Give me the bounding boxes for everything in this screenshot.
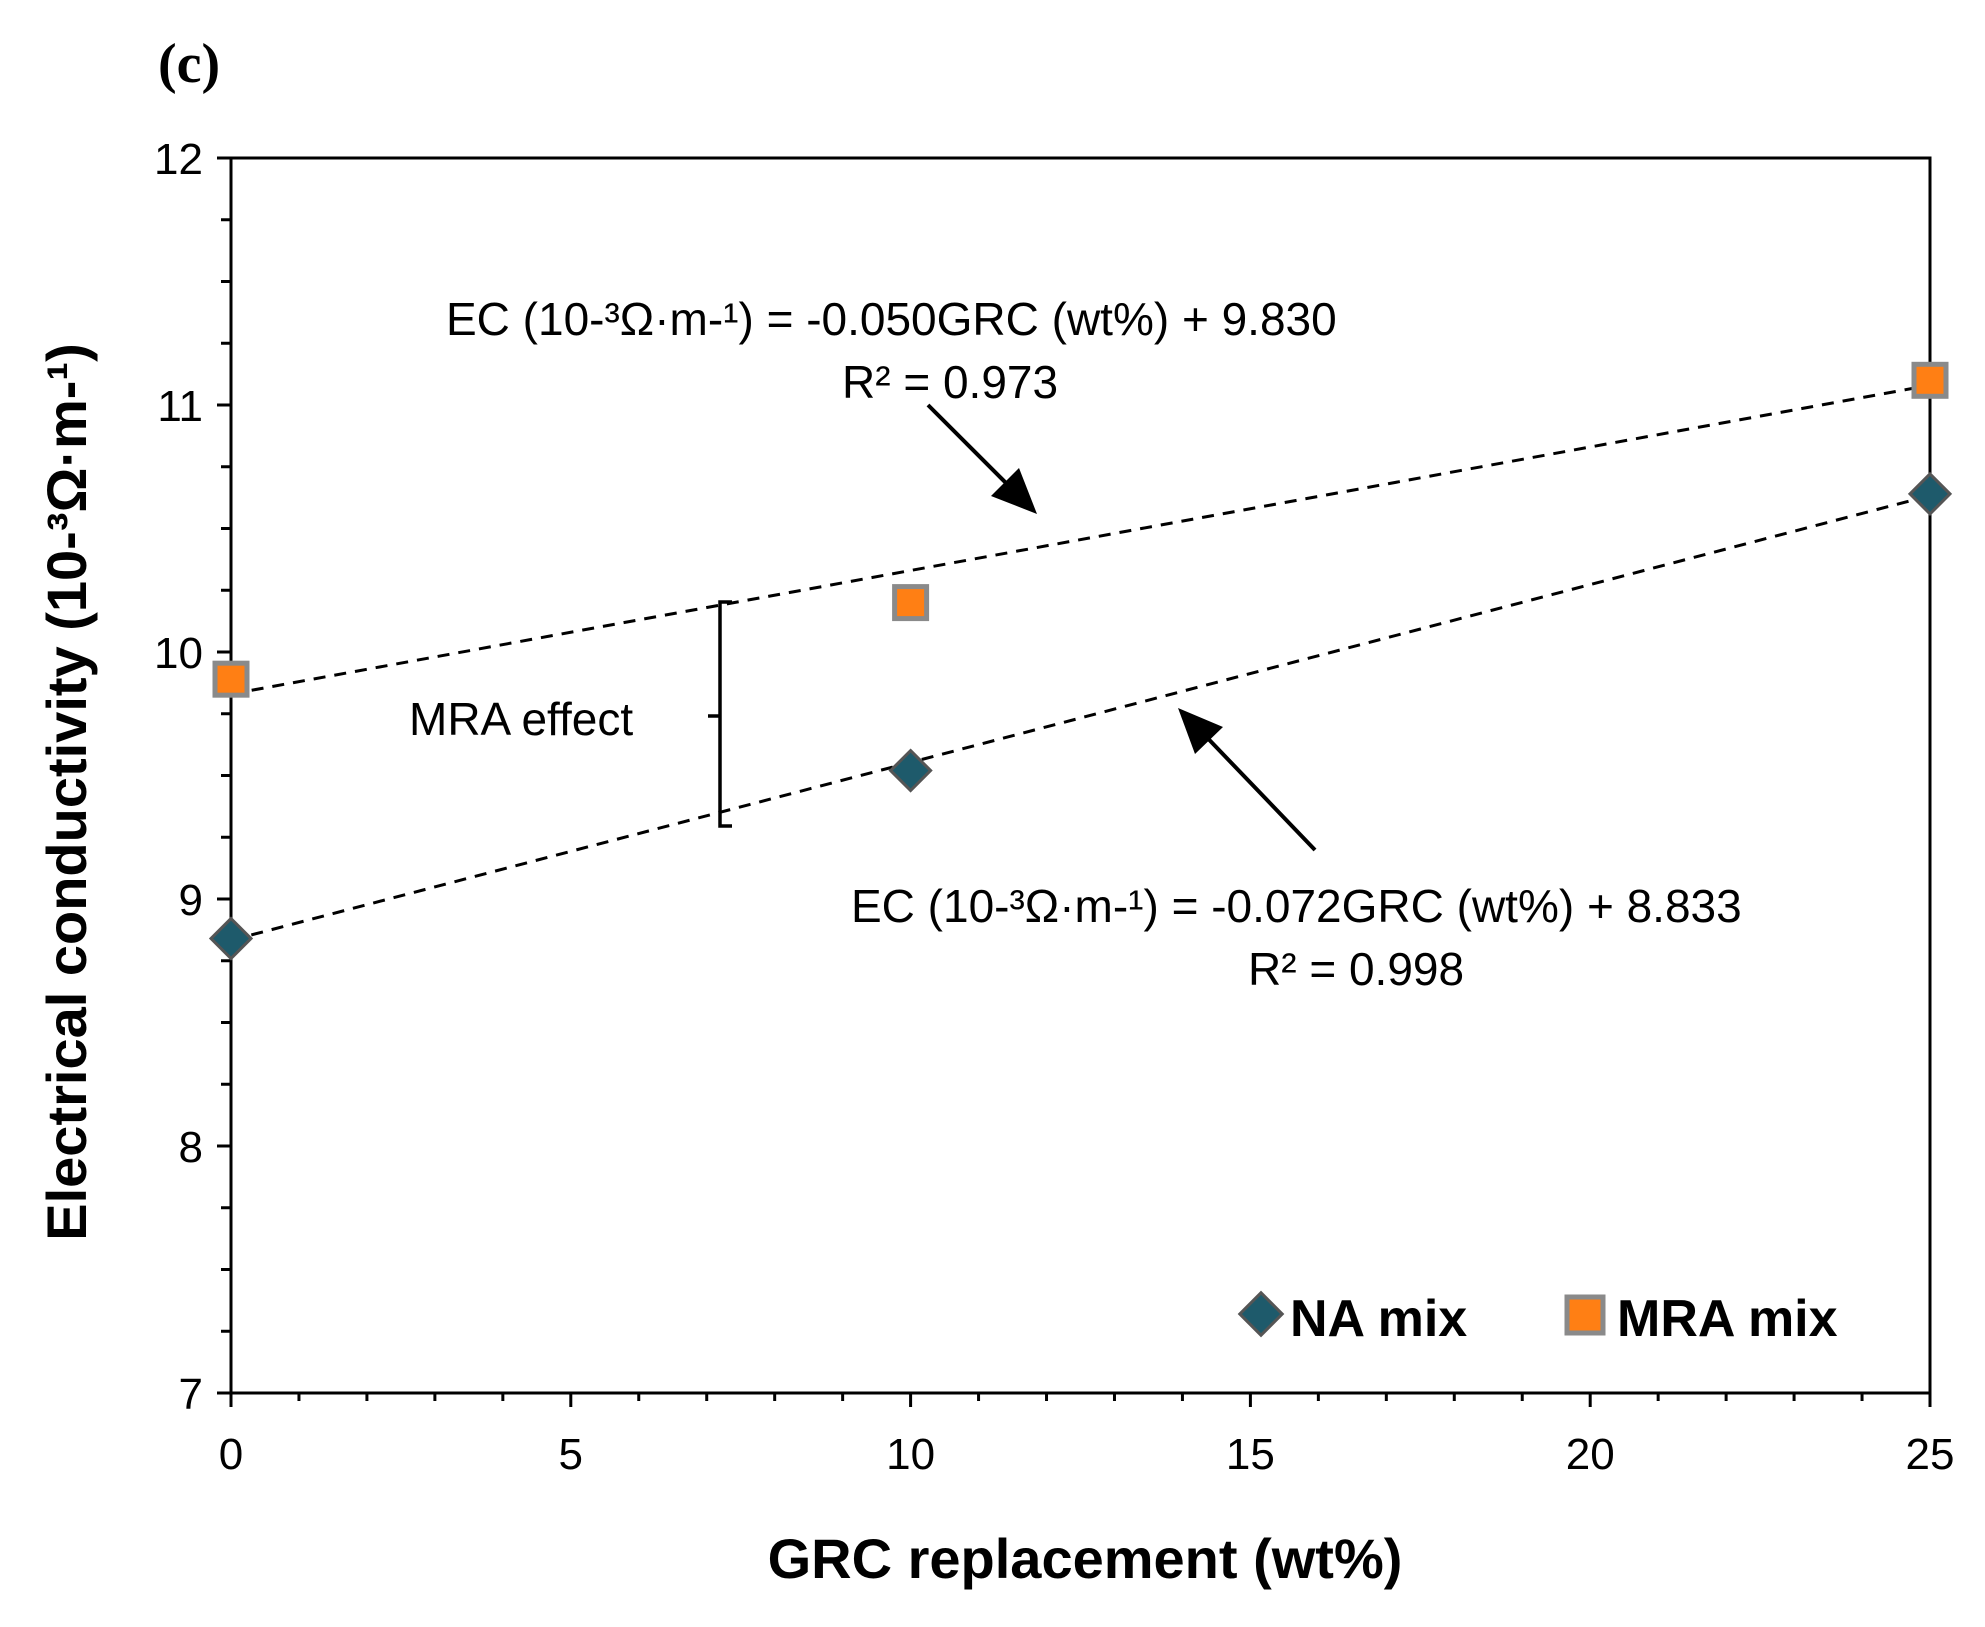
- mra-mix-point: [892, 584, 930, 622]
- na-equation-arrow: [1193, 723, 1317, 852]
- y-tick-label: 10: [154, 629, 203, 678]
- na-equation-arrowhead: [1178, 708, 1223, 754]
- x-axis-title: GRC replacement (wt%): [768, 1527, 1403, 1590]
- mra-equation-arrowhead: [991, 468, 1037, 514]
- mra-trendline: [230, 383, 1931, 696]
- x-tick-label: 0: [219, 1430, 243, 1479]
- y-tick-label: 12: [154, 135, 203, 184]
- y-tick-label: 9: [179, 876, 203, 925]
- x-tick-label: 5: [559, 1430, 583, 1479]
- na-mix-point: [1907, 471, 1953, 517]
- na-equation-label: EC (10-³Ω·m-¹) = -0.072GRC (wt%) + 8.833: [851, 880, 1742, 932]
- mra-equation-label: EC (10-³Ω·m-¹) = -0.050GRC (wt%) + 9.830: [446, 293, 1337, 345]
- legend-mra-marker: [1564, 1294, 1606, 1336]
- y-tick-label: 11: [157, 382, 203, 431]
- na-mix-point: [888, 748, 933, 793]
- y-axis-title: Electrical conductivity (10-³Ω·m-¹): [35, 343, 98, 1241]
- mra-r2-label: R² = 0.973: [842, 356, 1058, 408]
- na-mix-point: [208, 916, 254, 961]
- legend-na-label: NA mix: [1290, 1290, 1467, 1348]
- y-tick-label: 7: [179, 1370, 203, 1419]
- mra-effect-label: MRA effect: [409, 693, 633, 745]
- data-points: [208, 361, 1953, 961]
- trendlines: [230, 383, 1931, 942]
- x-tick-label: 10: [886, 1430, 935, 1479]
- na-r2-label: R² = 0.998: [1248, 943, 1464, 995]
- y-tick-label: 8: [179, 1123, 203, 1172]
- x-tick-label: 25: [1906, 1430, 1955, 1479]
- annotations: EC (10-³Ω·m-¹) = -0.050GRC (wt%) + 9.830…: [409, 293, 1742, 995]
- axes: 7 8 9 10 11 12 0 5 10 15 20 25: [154, 135, 1954, 1479]
- panel-label: (c): [158, 33, 220, 95]
- x-tick-label: 20: [1566, 1430, 1615, 1479]
- x-tick-label: 15: [1226, 1430, 1275, 1479]
- legend-na-marker: [1237, 1290, 1285, 1338]
- legend: NA mix MRA mix: [1237, 1290, 1838, 1348]
- mra-mix-point: [1911, 361, 1949, 399]
- mra-effect-bracket: [718, 600, 732, 828]
- legend-mra-label: MRA mix: [1617, 1290, 1838, 1348]
- mra-mix-point: [212, 660, 250, 698]
